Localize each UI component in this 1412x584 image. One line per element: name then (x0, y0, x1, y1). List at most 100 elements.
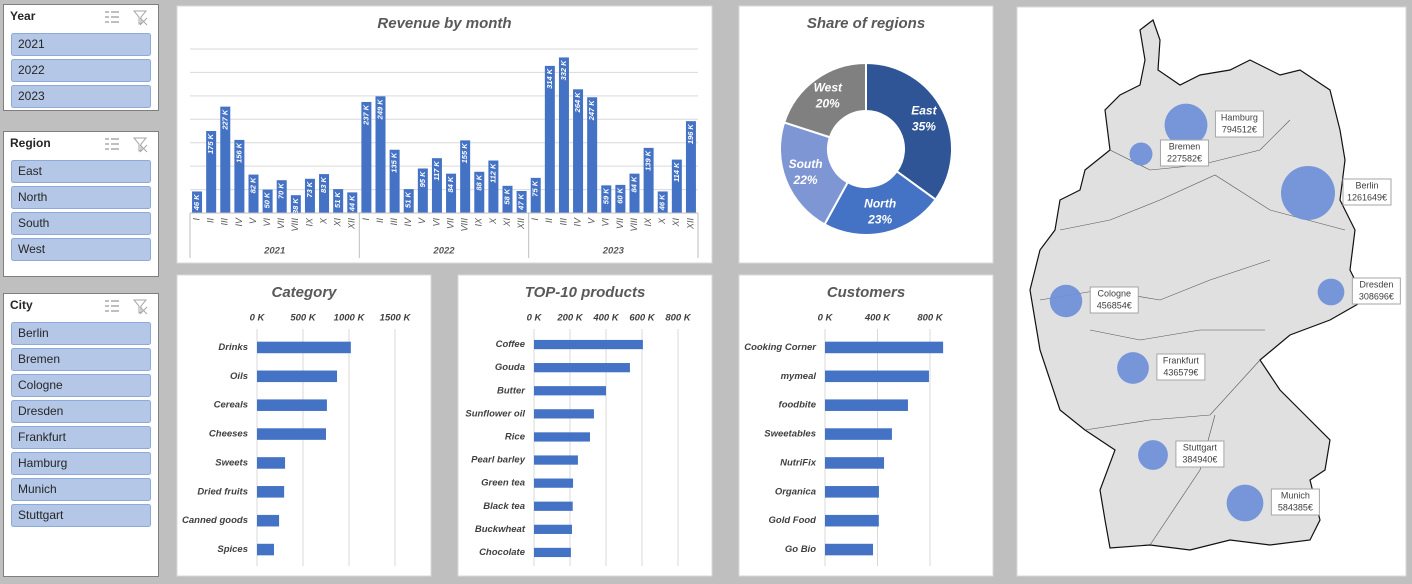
data-label: 237 K (361, 104, 370, 126)
slicer-item[interactable] (11, 374, 151, 397)
slicer-item[interactable] (11, 478, 151, 501)
city-name: Dresden (1359, 279, 1393, 289)
slicer-item[interactable] (11, 59, 151, 82)
slicer-item[interactable] (11, 452, 151, 475)
x-tick-label: X (318, 217, 328, 225)
slicer-item[interactable] (11, 504, 151, 527)
city-callout (1270, 488, 1320, 516)
slicer-item-label: Stuttgart (18, 508, 64, 522)
bar (234, 139, 245, 213)
data-label: 264 K (573, 92, 582, 114)
bar (248, 174, 259, 213)
x-tick-label: IV (403, 217, 413, 227)
data-label: 73 K (305, 181, 314, 197)
slice-value: 35% (912, 120, 936, 134)
slicer-item[interactable] (11, 85, 151, 108)
clear-filter-icon[interactable] (132, 137, 148, 153)
city-bubble (1317, 278, 1345, 306)
city-value: 384940€ (1182, 454, 1217, 464)
slice-value: 23% (867, 213, 892, 227)
x-tick-label: IX (304, 217, 314, 227)
x-tick-label: II (544, 218, 554, 224)
y-tick-label: Cooking Corner (744, 342, 817, 353)
slice-value: 20% (815, 97, 840, 111)
bar (825, 486, 879, 498)
data-label: 58 K (502, 188, 511, 204)
clear-filter-icon[interactable] (132, 299, 148, 315)
bar (629, 173, 640, 213)
x-tick-label: V (587, 217, 597, 224)
x-tick-label: 500 K (290, 313, 316, 324)
multi-select-icon[interactable] (105, 300, 119, 312)
x-tick-label: 800 K (665, 313, 691, 324)
slicer-item[interactable] (11, 238, 151, 261)
slicer-item[interactable] (11, 212, 151, 235)
slicer-item[interactable] (11, 426, 151, 449)
slicer-item-label: 2023 (18, 89, 45, 103)
multi-select-icon[interactable] (105, 11, 119, 23)
donut-slice (865, 61, 953, 201)
bar (304, 178, 315, 213)
x-tick-label: X (657, 217, 667, 225)
city-value: 308696€ (1359, 291, 1394, 301)
city-bubble (1138, 440, 1168, 470)
slicer-item[interactable] (11, 400, 151, 423)
bar (534, 455, 578, 465)
slicer-item[interactable] (11, 186, 151, 209)
x-tick-label: 0 K (818, 313, 834, 324)
data-label: 95 K (418, 171, 427, 187)
data-label: 59 K (601, 188, 610, 204)
data-label: 227 K (220, 109, 229, 131)
city-callout (1214, 110, 1264, 138)
slicer-item-label: West (18, 242, 46, 256)
bar (474, 171, 485, 213)
data-label: 314 K (545, 68, 554, 89)
slicer-item[interactable] (11, 160, 151, 183)
city-name: Stuttgart (1183, 442, 1218, 452)
bar (825, 428, 892, 440)
y-tick-label: Drinks (218, 342, 248, 353)
data-label: 44 K (347, 195, 356, 212)
slice-label: East (911, 104, 937, 118)
bar (530, 177, 541, 213)
x-tick-label: VII (445, 218, 455, 230)
x-tick-label: V (248, 217, 258, 224)
city-bubble (1226, 484, 1264, 522)
multi-select-icon[interactable] (105, 138, 119, 150)
slicer-item-label: 2021 (18, 37, 45, 51)
bar (257, 341, 351, 354)
slicer-item-label: Munich (18, 482, 57, 496)
x-tick-label: 200 K (556, 313, 583, 324)
slice-label: North (864, 197, 896, 211)
y-tick-label: Gouda (495, 362, 525, 373)
clear-filter-icon[interactable] (132, 10, 148, 26)
x-tick-label: VI (431, 218, 441, 227)
chart-panel (176, 274, 432, 577)
chart-title: Share of regions (807, 15, 925, 32)
x-tick-label: I (361, 218, 371, 221)
slicer-item-label: Dresden (18, 404, 63, 418)
data-label: 84 K (629, 176, 638, 192)
bar (534, 339, 643, 350)
city-bubble (1049, 284, 1083, 318)
slicer-item[interactable] (11, 33, 151, 56)
y-tick-label: Oils (230, 371, 248, 382)
bar (671, 159, 682, 213)
bar (825, 457, 885, 469)
city-bubble (1129, 142, 1153, 166)
slicer-item[interactable] (11, 322, 151, 345)
x-tick-label: XII (685, 218, 695, 231)
bar (534, 524, 572, 534)
bar (615, 184, 626, 213)
city-value: 227582€ (1167, 153, 1202, 163)
x-tick-label: 400 K (592, 313, 619, 324)
slicer-item[interactable] (11, 348, 151, 371)
city-value: 794512€ (1222, 124, 1257, 134)
y-tick-label: Coffee (496, 339, 526, 350)
x-tick-label: X (488, 217, 498, 225)
city-bubble (1117, 352, 1149, 384)
slicer-item-label: Hamburg (18, 456, 67, 470)
y-tick-label: NutriFix (780, 457, 817, 468)
slicer-title: City (10, 298, 33, 312)
